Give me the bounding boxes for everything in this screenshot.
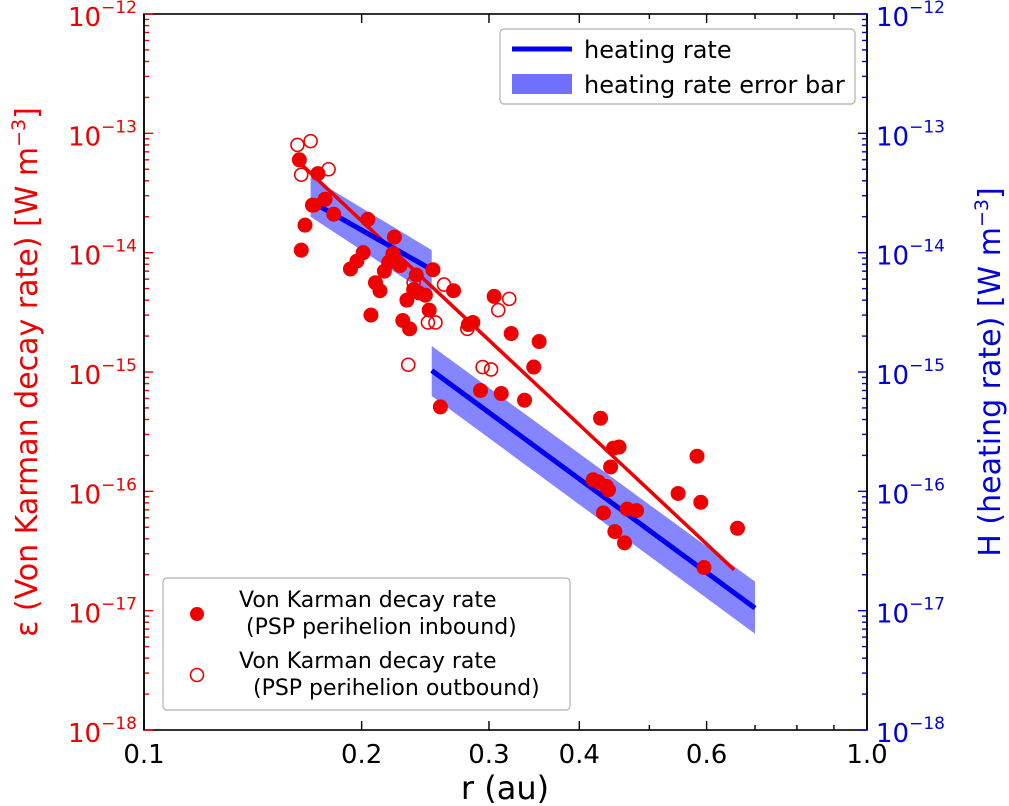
legend-inbound-marker	[190, 607, 204, 621]
inbound-point-16	[385, 246, 401, 262]
y-tick-label-left: 10−15	[68, 356, 137, 391]
x-tick-label: 0.6	[686, 740, 727, 770]
y-tick-label-right: 10−15	[876, 356, 945, 391]
y-tick-label-left: 10−18	[68, 714, 137, 749]
inbound-point-37	[526, 359, 542, 375]
outbound-point-6	[406, 275, 421, 291]
inbound-point-45	[603, 459, 619, 475]
inbound-point-38	[531, 334, 547, 350]
inbound-point-49	[617, 535, 633, 551]
data-points	[290, 133, 745, 576]
x-axis-label: r (au)	[461, 769, 549, 806]
outbound-point-7	[420, 315, 436, 330]
outbound-point-5	[400, 357, 416, 373]
inbound-point-42	[595, 505, 611, 521]
epsilon-fit-line-group	[300, 163, 736, 572]
outbound-point-12	[483, 362, 499, 377]
outbound-point-13	[490, 302, 506, 318]
outbound-point-4	[321, 161, 336, 177]
outbound-point-1	[293, 167, 309, 183]
y-axis-ticks: 10−12 10−12 10−13 10−13 10−14 10−14 10−15 10−15…	[68, 0, 945, 749]
inbound-point-35	[503, 326, 519, 342]
legend-inbound-line1: Von Karman decay rate	[239, 588, 497, 613]
y-tick-label-right: 10−16	[876, 475, 945, 510]
inbound-point-36	[517, 392, 533, 408]
x-tick-label: 1.0	[846, 740, 887, 770]
inbound-point-41	[593, 410, 609, 426]
y-tick-label-left: 10−14	[68, 237, 137, 272]
y-tick-label-left: 10−17	[68, 595, 137, 630]
y-tick-label-right: 10−18	[876, 714, 945, 749]
legend-decay-frame	[162, 577, 571, 711]
outbound-point-2	[303, 133, 318, 149]
legend-heating-band-swatch	[512, 74, 572, 94]
inbound-point-13	[372, 283, 388, 299]
inbound-point-21	[402, 321, 418, 337]
inbound-point-52	[670, 485, 686, 501]
legend-heating-line-label: heating rate	[584, 36, 732, 64]
inbound-point-25	[417, 287, 433, 303]
outbound-point-0	[290, 137, 305, 153]
x-tick-label: 0.1	[123, 740, 164, 770]
legend-heating: heating rate heating rate error bar	[499, 28, 856, 105]
outbound-point-8	[428, 315, 443, 330]
inbound-point-6	[326, 206, 342, 222]
inbound-point-1	[293, 242, 309, 258]
y-tick-label-right: 10−12	[876, 0, 945, 33]
inbound-point-47	[607, 524, 623, 540]
x-tick-label: 0.3	[468, 740, 509, 770]
inbound-point-11	[363, 307, 379, 323]
y-tick-label-left: 10−12	[68, 0, 137, 33]
legend-heating-frame	[499, 28, 856, 105]
inbound-point-27	[425, 262, 441, 278]
inbound-point-2	[297, 217, 313, 233]
outbound-point-3	[306, 197, 322, 213]
legend-decay: Von Karman decay rate (PSP perihelion in…	[162, 577, 571, 711]
inbound-point-17	[386, 229, 402, 245]
x-tick-label: 0.2	[341, 740, 382, 770]
y-tick-label-left: 10−16	[68, 475, 137, 510]
outbound-point-11	[475, 359, 490, 375]
legend-inbound-line2: (PSP perihelion inbound)	[239, 615, 517, 640]
inbound-point-33	[486, 288, 502, 304]
heating-rate-error-bands	[310, 177, 756, 634]
inbound-point-44	[601, 482, 617, 498]
inbound-point-31	[465, 314, 481, 330]
inbound-point-55	[696, 560, 712, 576]
inbound-point-0	[291, 152, 307, 168]
inbound-point-56	[729, 520, 745, 536]
y-tick-label-right: 10−14	[876, 237, 945, 272]
legend-outbound-line1: Von Karman decay rate	[239, 649, 497, 674]
inbound-point-28	[432, 399, 448, 415]
y-tick-label-right: 10−13	[876, 117, 945, 152]
inbound-point-26	[421, 302, 437, 318]
legend-outbound-line2: (PSP perihelion outbound)	[239, 676, 540, 701]
right-y-axis-label: H (heating rate) [W m−3]	[971, 187, 1008, 556]
inbound-point-23	[408, 267, 424, 283]
legend-heating-band-label: heating rate error bar	[584, 71, 845, 99]
inbound-point-18	[392, 258, 408, 274]
inbound-point-9	[355, 245, 371, 261]
x-tick-label: 0.4	[559, 740, 600, 770]
y-tick-label-left: 10−13	[68, 117, 137, 152]
inbound-point-10	[360, 211, 376, 227]
inbound-point-53	[689, 448, 705, 464]
left-y-axis-label: ε (Von Karman decay rate) [W m−3]	[8, 107, 45, 637]
epsilon-fit-line	[300, 163, 736, 572]
x-axis-ticks: 0.1 0.2 0.3 0.4 0.6 1.0	[123, 14, 888, 770]
inbound-point-48	[611, 439, 627, 455]
inbound-point-29	[446, 283, 462, 299]
outbound-point-10	[459, 321, 475, 337]
y-tick-label-right: 10−17	[876, 595, 945, 630]
inbound-point-51	[629, 503, 645, 519]
inbound-point-5	[317, 191, 333, 207]
inbound-point-34	[493, 386, 509, 402]
inbound-point-32	[472, 382, 488, 398]
outbound-point-14	[501, 291, 517, 307]
outbound-point-9	[436, 277, 452, 292]
inbound-point-54	[693, 494, 709, 510]
legend-outbound-marker	[189, 667, 205, 683]
